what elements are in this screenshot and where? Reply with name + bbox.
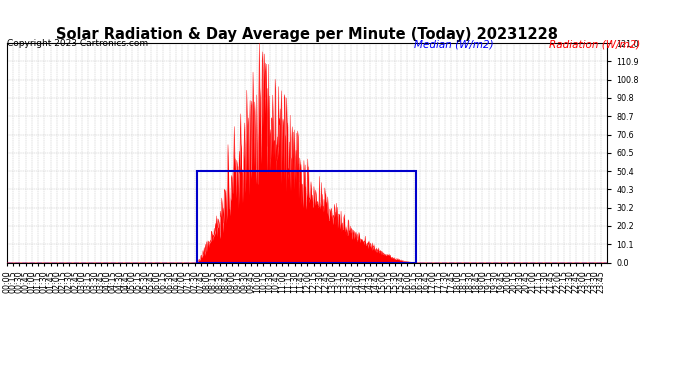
Title: Solar Radiation & Day Average per Minute (Today) 20231228: Solar Radiation & Day Average per Minute… bbox=[56, 27, 558, 42]
Bar bbox=[197, 171, 415, 262]
Text: Radiation (W/m2): Radiation (W/m2) bbox=[549, 39, 640, 50]
Text: Median (W/m2): Median (W/m2) bbox=[414, 39, 493, 50]
Text: Copyright 2023 Cartronics.com: Copyright 2023 Cartronics.com bbox=[7, 39, 148, 48]
